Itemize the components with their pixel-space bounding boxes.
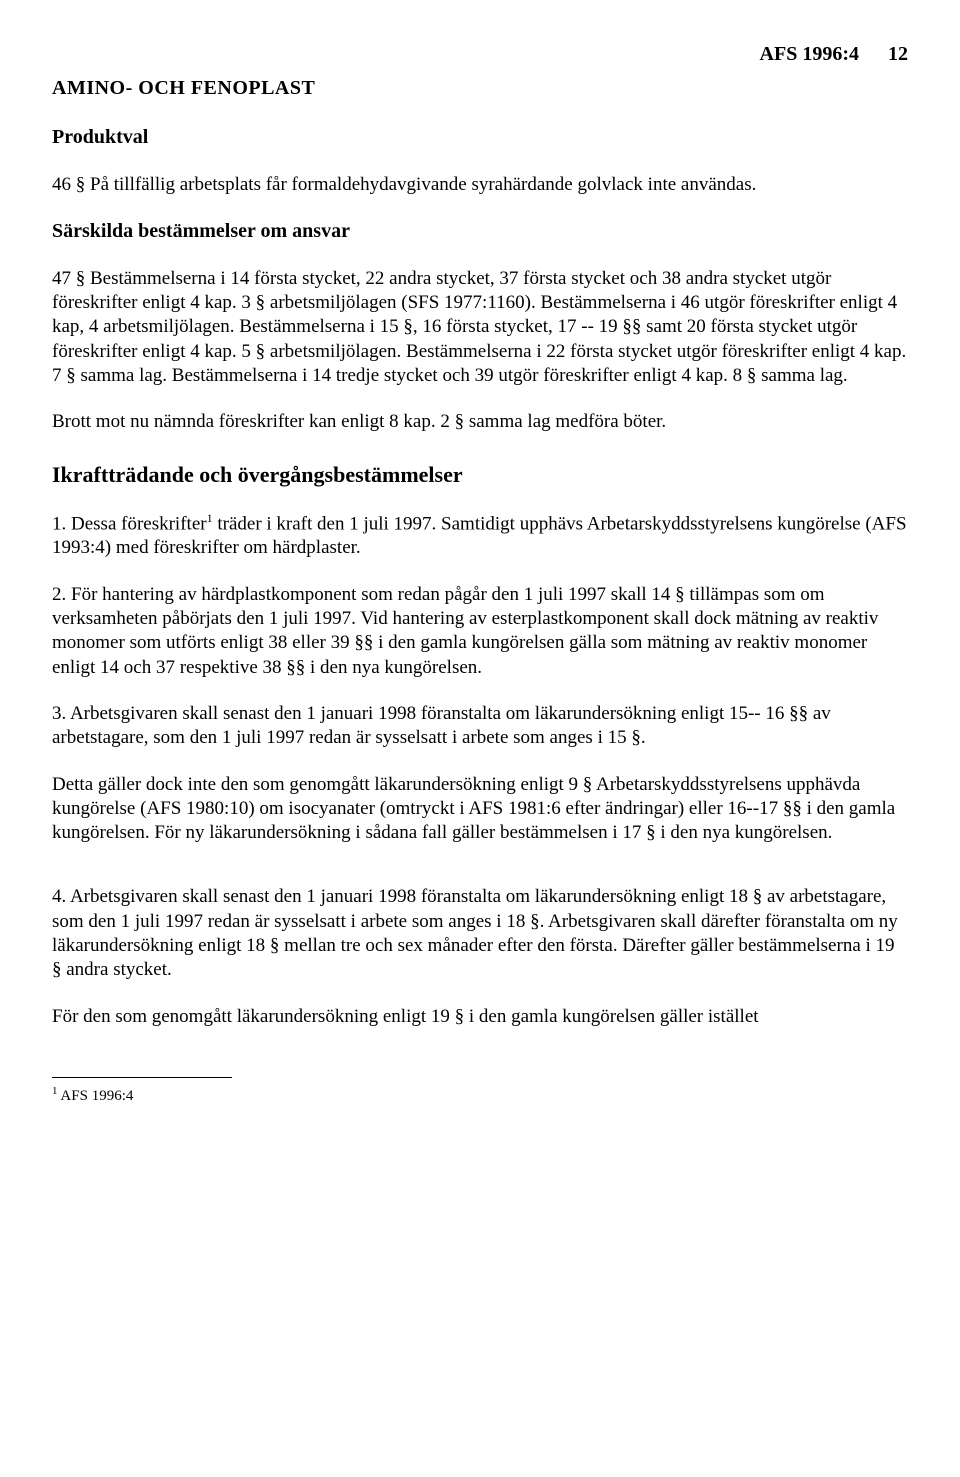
footnote-separator — [52, 1077, 232, 1078]
doc-reference: AFS 1996:4 — [760, 43, 859, 65]
paragraph-last: För den som genomgått läkarundersökning … — [52, 1005, 908, 1029]
subheading-produktval: Produktval — [52, 125, 908, 151]
paragraph-47: 47 § Bestämmelserna i 14 första stycket,… — [52, 267, 908, 389]
transitional-item-3a: 3. Arbetsgivaren skall senast den 1 janu… — [52, 702, 908, 751]
paragraph-brott: Brott mot nu nämnda föreskrifter kan enl… — [52, 410, 908, 434]
subheading-ikrafttradande: Ikraftträdande och övergångsbestämmelser — [52, 461, 908, 489]
transitional-item-3b: Detta gäller dock inte den som genomgått… — [52, 773, 908, 846]
transitional-item-1: 1. Dessa föreskrifter1 träder i kraft de… — [52, 511, 908, 561]
page-number: 12 — [888, 43, 908, 65]
item1-pre: 1. Dessa föreskrifter — [52, 513, 207, 534]
footnote-text: AFS 1996:4 — [58, 1088, 134, 1104]
paragraph-46: 46 § På tillfällig arbetsplats får forma… — [52, 173, 908, 197]
transitional-item-2: 2. För hantering av härdplastkomponent s… — [52, 583, 908, 680]
subheading-sarskilda: Särskilda bestämmelser om ansvar — [52, 219, 908, 245]
footnote-1: 1 AFS 1996:4 — [52, 1084, 908, 1106]
transitional-item-4: 4. Arbetsgivaren skall senast den 1 janu… — [52, 885, 908, 982]
page-header: AFS 1996:4 12 — [52, 42, 908, 68]
main-title: AMINO- OCH FENOPLAST — [52, 76, 908, 102]
